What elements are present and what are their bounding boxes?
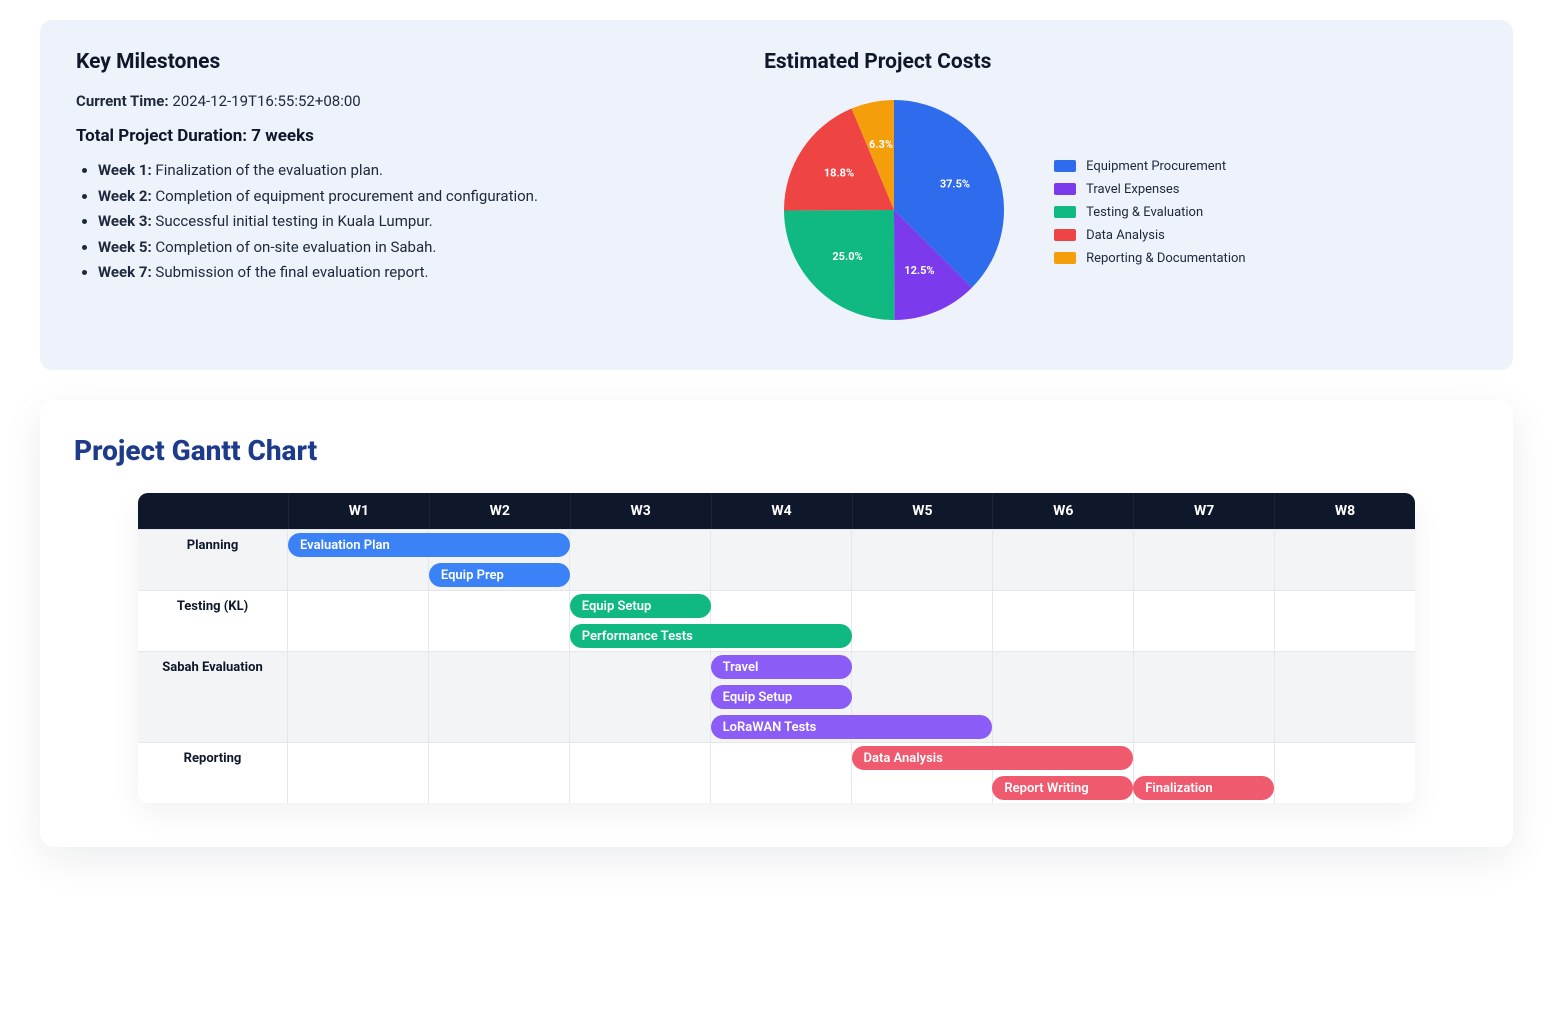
gantt-rows: Evaluation Plan Equip Prep — [288, 530, 1415, 590]
legend-label: Travel Expenses — [1086, 182, 1179, 197]
milestone-item: Week 2: Completion of equipment procurem… — [98, 184, 734, 210]
gantt-row: Equip Setup — [288, 591, 1415, 621]
legend-item: Testing & Evaluation — [1054, 205, 1246, 220]
legend-swatch — [1054, 229, 1076, 241]
legend-item: Reporting & Documentation — [1054, 251, 1246, 266]
legend-label: Data Analysis — [1086, 228, 1165, 243]
project-duration: Total Project Duration: 7 weeks — [76, 126, 734, 146]
gantt-week-header: W8 — [1274, 493, 1415, 529]
pie-wrap: 37.5% 12.5% 25.0% 18.8% 6.3% Equipment Procu… — [764, 90, 1477, 334]
gantt-week-header: W2 — [429, 493, 570, 529]
legend-item: Data Analysis — [1054, 228, 1246, 243]
gantt-section: Project Gantt Chart W1W2W3W4W5W6W7W8Plan… — [40, 400, 1513, 847]
gantt-row: Equip Setup — [288, 682, 1415, 712]
milestone-item: Week 5: Completion of on-site evaluation… — [98, 235, 734, 261]
gantt-week-header: W5 — [852, 493, 993, 529]
gantt-bar: Travel — [711, 655, 852, 679]
gantt-row: Report WritingFinalization — [288, 773, 1415, 803]
milestone-text: Completion of equipment procurement and … — [155, 187, 538, 205]
milestones-panel: Key Milestones Current Time: 2024-12-19T… — [76, 50, 734, 334]
legend-label: Testing & Evaluation — [1086, 205, 1203, 220]
gantt-group-label: Testing (KL) — [138, 591, 288, 651]
gantt-week-header: W3 — [570, 493, 711, 529]
gantt-week-header: W4 — [711, 493, 852, 529]
gantt-rows: Data Analysis Report WritingFinalization — [288, 743, 1415, 803]
gantt-bar: Finalization — [1133, 776, 1274, 800]
top-section: Key Milestones Current Time: 2024-12-19T… — [40, 20, 1513, 370]
milestone-item: Week 3: Successful initial testing in Ku… — [98, 209, 734, 235]
gantt-row: Performance Tests — [288, 621, 1415, 651]
milestone-text: Completion of on-site evaluation in Saba… — [155, 238, 436, 256]
legend-label: Equipment Procurement — [1086, 159, 1226, 174]
legend-item: Travel Expenses — [1054, 182, 1246, 197]
gantt-group-label: Planning — [138, 530, 288, 590]
current-time: Current Time: 2024-12-19T16:55:52+08:00 — [76, 92, 734, 110]
gantt-header: W1W2W3W4W5W6W7W8 — [138, 493, 1415, 529]
gantt-group: Sabah Evaluation Travel Equip Setup LoRaWAN… — [138, 651, 1415, 742]
gantt-group: PlanningEvaluation Plan Equip Prep — [138, 529, 1415, 590]
gantt-chart: W1W2W3W4W5W6W7W8PlanningEvaluation PlanE… — [138, 493, 1415, 803]
gantt-row: LoRaWAN Tests — [288, 712, 1415, 742]
gantt-bar: Report Writing — [992, 776, 1133, 800]
pie-slice-label: 12.5% — [904, 264, 934, 277]
gantt-row: Data Analysis — [288, 743, 1415, 773]
pie-slice-label: 6.3% — [869, 138, 893, 151]
legend-item: Equipment Procurement — [1054, 159, 1246, 174]
milestone-list: Week 1: Finalization of the evaluation p… — [76, 158, 734, 286]
gantt-row: Travel — [288, 652, 1415, 682]
gantt-header-label — [138, 493, 288, 529]
costs-title: Estimated Project Costs — [764, 50, 1477, 74]
milestone-text: Finalization of the evaluation plan. — [155, 161, 383, 179]
pie-slice-label: 18.8% — [824, 166, 854, 179]
milestone-text: Successful initial testing in Kuala Lump… — [155, 212, 432, 230]
gantt-group: Reporting Data Analysis Report WritingFina… — [138, 742, 1415, 803]
pie-legend: Equipment Procurement Travel Expenses Test… — [1054, 159, 1246, 266]
gantt-week-header: W6 — [992, 493, 1133, 529]
milestone-week: Week 3: — [98, 212, 155, 230]
milestone-week: Week 2: — [98, 187, 155, 205]
legend-label: Reporting & Documentation — [1086, 251, 1246, 266]
pie-svg: 37.5% 12.5% 25.0% 18.8% 6.3% — [764, 90, 1024, 330]
milestone-week: Week 7: — [98, 263, 155, 281]
milestones-title: Key Milestones — [76, 50, 734, 74]
pie-slice-label: 37.5% — [940, 178, 970, 191]
gantt-row: Evaluation Plan — [288, 530, 1415, 560]
gantt-week-header: W7 — [1133, 493, 1274, 529]
gantt-group-label: Sabah Evaluation — [138, 652, 288, 742]
gantt-rows: Travel Equip Setup LoRaWAN Tests — [288, 652, 1415, 742]
milestone-item: Week 1: Finalization of the evaluation p… — [98, 158, 734, 184]
milestone-item: Week 7: Submission of the final evaluati… — [98, 260, 734, 286]
pie-slice — [784, 210, 894, 320]
legend-swatch — [1054, 160, 1076, 172]
legend-swatch — [1054, 206, 1076, 218]
milestone-text: Submission of the final evaluation repor… — [155, 263, 428, 281]
current-time-value: 2024-12-19T16:55:52+08:00 — [172, 92, 360, 110]
gantt-bar: LoRaWAN Tests — [711, 715, 993, 739]
gantt-body: PlanningEvaluation Plan Equip Prep Testing… — [138, 529, 1415, 803]
gantt-bar: Evaluation Plan — [288, 533, 570, 557]
gantt-bar: Equip Prep — [429, 563, 570, 587]
gantt-group-label: Reporting — [138, 743, 288, 803]
pie-slice-label: 25.0% — [832, 250, 862, 263]
gantt-rows: Equip Setup Performance Tests — [288, 591, 1415, 651]
gantt-row: Equip Prep — [288, 560, 1415, 590]
gantt-week-header: W1 — [288, 493, 429, 529]
gantt-bar: Equip Setup — [711, 685, 852, 709]
gantt-bar: Data Analysis — [852, 746, 1134, 770]
gantt-bar: Equip Setup — [570, 594, 711, 618]
legend-swatch — [1054, 252, 1076, 264]
legend-swatch — [1054, 183, 1076, 195]
gantt-title: Project Gantt Chart — [74, 434, 1479, 467]
milestone-week: Week 1: — [98, 161, 155, 179]
gantt-group: Testing (KL) Equip Setup Performance Tests — [138, 590, 1415, 651]
pie-chart: 37.5% 12.5% 25.0% 18.8% 6.3% — [764, 90, 1024, 334]
milestone-week: Week 5: — [98, 238, 155, 256]
gantt-bar: Performance Tests — [570, 624, 852, 648]
costs-panel: Estimated Project Costs 37.5% 12.5% 25.0% 1… — [764, 50, 1477, 334]
current-time-label: Current Time: — [76, 92, 169, 110]
